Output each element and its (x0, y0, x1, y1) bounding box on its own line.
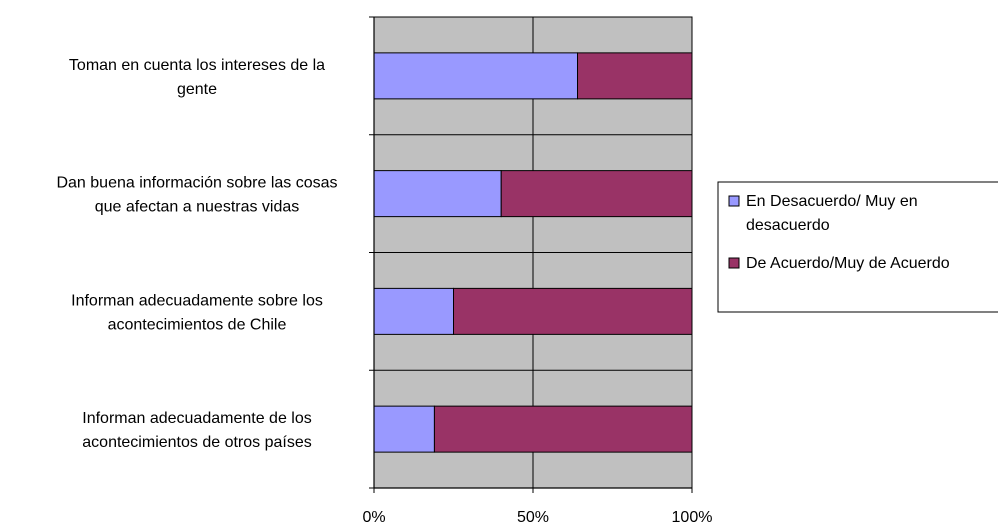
bar-segment (433, 405, 693, 453)
bar-segment (373, 287, 454, 335)
bars (373, 52, 693, 453)
x-tick-label: 50% (517, 509, 549, 526)
category-label: Dan buena información sobre las cosas que… (56, 175, 337, 216)
bar-segment (577, 52, 693, 100)
legend-swatch (728, 195, 740, 207)
bar-segment (453, 287, 693, 335)
category-labels: Toman en cuenta los intereses de la gente… (56, 57, 337, 451)
x-tick-label: 100% (672, 509, 713, 526)
legend-label-line: desacuerdo (746, 217, 830, 234)
category-label: Informan adecuadamente de los acontecimie… (82, 410, 311, 451)
category-label-line: Toman en cuenta los intereses de la (69, 57, 325, 74)
legend-label: En Desacuerdo/ Muy en desacuerdo (746, 193, 918, 234)
category-label-line: Informan adecuadamente de los (82, 410, 311, 427)
bar-segment (500, 170, 693, 218)
legend-label-line: De Acuerdo/Muy de Acuerdo (746, 255, 950, 272)
legend-label: De Acuerdo/Muy de Acuerdo (746, 255, 950, 272)
category-label-line: gente (177, 81, 217, 98)
x-tick-labels: 0% 50% 100% (362, 509, 712, 526)
bar-segment (373, 405, 435, 453)
legend-box (717, 181, 998, 313)
axes (369, 16, 693, 493)
legend-swatch (728, 257, 740, 269)
x-tick-label: 0% (362, 509, 385, 526)
bar-segment (373, 170, 502, 218)
category-label-line: acontecimientos de otros países (82, 434, 311, 451)
category-label-line: Informan adecuadamente sobre los (71, 292, 323, 309)
legend: En Desacuerdo/ Muy en desacuerdo De Acuerd… (717, 181, 998, 313)
category-label: Informan adecuadamente sobre los aconteci… (71, 292, 323, 333)
legend-label-line: En Desacuerdo/ Muy en (746, 193, 918, 210)
category-label-line: acontecimientos de Chile (108, 316, 287, 333)
category-label: Toman en cuenta los intereses de la gente (69, 57, 325, 98)
category-label-line: que afectan a nuestras vidas (95, 199, 300, 216)
category-label-line: Dan buena información sobre las cosas (56, 175, 337, 192)
bar-segment (373, 52, 579, 100)
